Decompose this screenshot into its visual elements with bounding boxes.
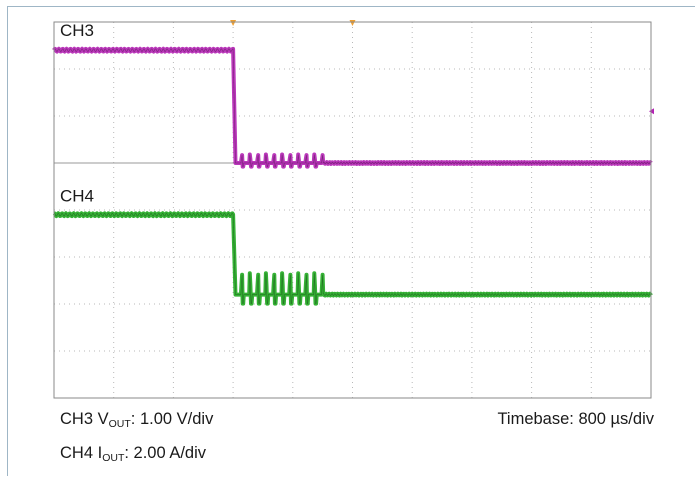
figure-frame xyxy=(7,6,695,476)
traces xyxy=(52,46,653,306)
channel-labels: CH3 CH4 xyxy=(60,21,94,206)
channel-label-ch3: CH3 xyxy=(60,21,94,40)
ch3-scale-caption: CH3 VOUT: 1.00 V/div xyxy=(60,410,214,430)
plot-area xyxy=(54,22,651,398)
trace-core-ch4 xyxy=(53,212,652,304)
timebase-caption: Timebase: 800 µs/div xyxy=(497,410,654,428)
trace-ch3 xyxy=(52,46,653,169)
ch4-scale-caption: CH4 IOUT: 2.00 A/div xyxy=(60,444,206,464)
trace-core-ch3 xyxy=(53,48,652,167)
channel-label-ch4: CH4 xyxy=(60,187,94,206)
trace-ch4 xyxy=(52,211,653,306)
plot-border xyxy=(53,21,652,399)
